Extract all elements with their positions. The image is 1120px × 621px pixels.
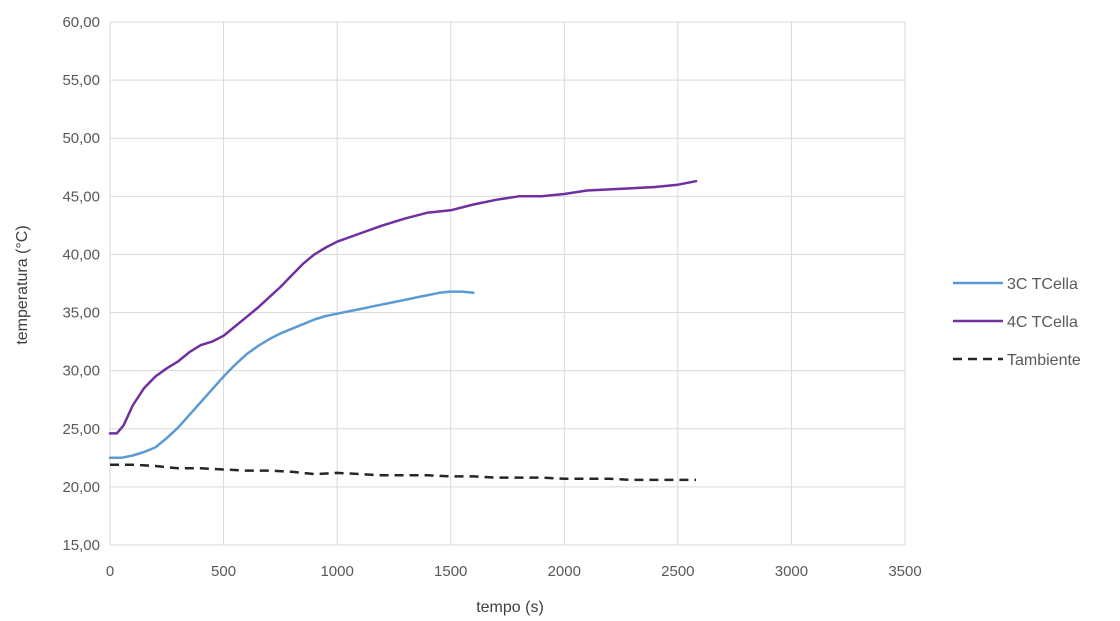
plot-grid	[109, 21, 906, 546]
series-line-tambiente	[110, 463, 696, 482]
y-tick-label: 25,00	[62, 421, 100, 438]
y-tick-label: 50,00	[62, 130, 100, 147]
y-tick-label: 45,00	[62, 188, 100, 205]
x-tick-label: 1500	[434, 563, 467, 580]
x-tick-label: 3000	[775, 563, 808, 580]
x-axis-ticks: 0 500 1000 1500 2000 2500 3000 3500	[106, 563, 922, 580]
y-tick-label: 55,00	[62, 72, 100, 89]
y-axis-title: temperatura (°C)	[14, 225, 31, 344]
y-tick-label: 40,00	[62, 246, 100, 263]
y-tick-label: 35,00	[62, 305, 100, 322]
y-tick-label: 20,00	[62, 479, 100, 496]
y-tick-label: 30,00	[62, 363, 100, 380]
x-tick-label: 2000	[548, 563, 581, 580]
x-tick-label: 500	[211, 563, 236, 580]
y-tick-label: 60,00	[62, 14, 100, 31]
x-tick-label: 2500	[661, 563, 694, 580]
y-axis-ticks: 15,00 20,00 25,00 30,00 35,00 40,00 45,00 50,00…	[62, 14, 100, 554]
x-tick-label: 3500	[888, 563, 921, 580]
legend: 3C TCella 4C TCella Tambiente	[953, 276, 1081, 369]
x-tick-label: 0	[106, 563, 114, 580]
x-axis-title: tempo (s)	[476, 599, 544, 616]
series-lines	[108, 179, 698, 482]
legend-label: 4C TCella	[1007, 314, 1078, 331]
y-tick-label: 15,00	[62, 537, 100, 554]
legend-label: Tambiente	[1007, 352, 1081, 369]
legend-label: 3C TCella	[1007, 276, 1078, 293]
series-line-3c-tcella	[108, 290, 475, 460]
x-tick-label: 1000	[320, 563, 353, 580]
series-line-4c-tcella	[108, 179, 698, 435]
